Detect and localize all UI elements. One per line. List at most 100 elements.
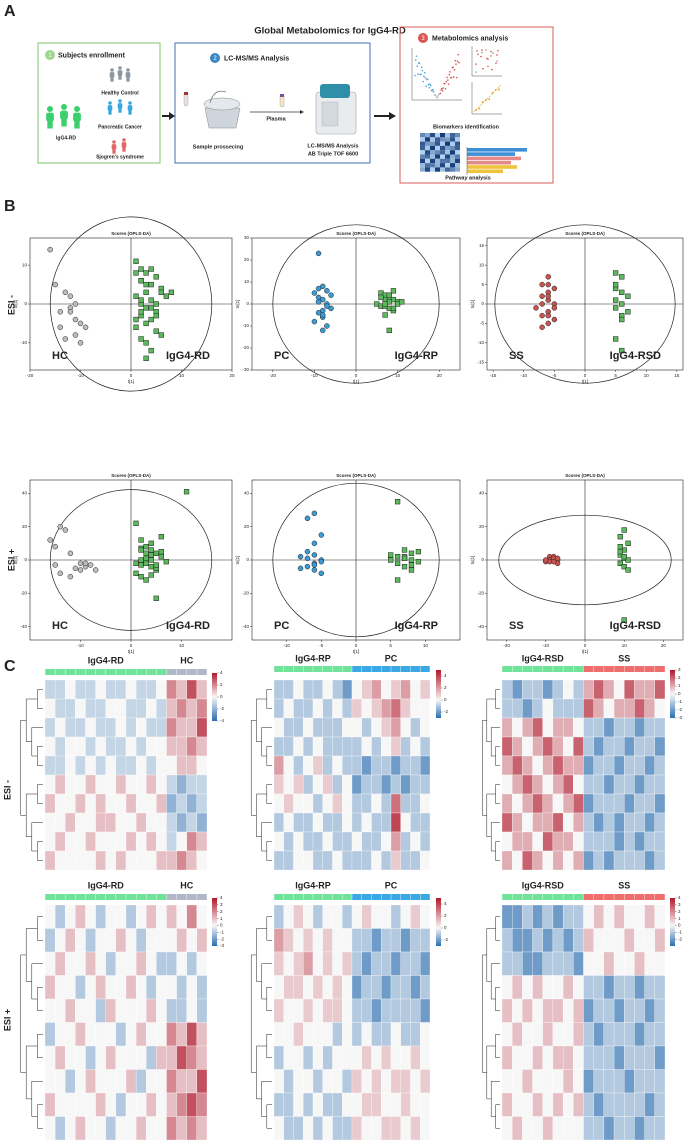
group-bar bbox=[332, 666, 343, 672]
heatmap-cell bbox=[332, 698, 343, 719]
heatmap-cell bbox=[85, 1069, 96, 1094]
group-bar bbox=[45, 894, 55, 900]
heatmap-cell bbox=[381, 1022, 392, 1047]
heatmap-cell bbox=[125, 717, 137, 738]
heatmap-cell bbox=[644, 904, 655, 929]
icon-cell bbox=[445, 158, 450, 164]
data-point bbox=[62, 527, 69, 533]
heatmap-cell bbox=[342, 951, 353, 976]
heatmap-cell bbox=[634, 717, 645, 738]
heatmap-cell bbox=[95, 812, 106, 833]
heatmap-cell bbox=[322, 928, 333, 953]
dendrogram bbox=[20, 954, 27, 1073]
heatmap-cell bbox=[400, 812, 411, 833]
heatmap-cell bbox=[54, 774, 66, 795]
heatmap-cell bbox=[593, 736, 605, 757]
heatmap-cell bbox=[105, 975, 117, 1000]
heatmap-cell bbox=[54, 928, 66, 953]
heatmap-cell bbox=[135, 1022, 147, 1047]
heatmap-cell bbox=[351, 1022, 362, 1047]
x-axis-label: t[1] bbox=[353, 649, 359, 654]
heatmap-cell bbox=[371, 1069, 382, 1094]
y-tick-label: 15 bbox=[479, 243, 485, 248]
heatmap-cell bbox=[371, 793, 382, 814]
heatmap-cell bbox=[75, 975, 86, 1000]
data-point bbox=[138, 278, 144, 284]
data-point bbox=[625, 567, 631, 573]
heatmap-cell bbox=[135, 755, 147, 776]
heatmap-cell bbox=[303, 998, 314, 1023]
y-tick-label: 0 bbox=[246, 557, 249, 562]
heatmap-cell bbox=[410, 1022, 421, 1047]
heatmap-cell bbox=[420, 679, 431, 700]
heatmap-cell bbox=[303, 904, 314, 929]
colorbar-tick-label: 0 bbox=[444, 925, 447, 930]
data-point bbox=[57, 309, 64, 315]
heatmap-cell bbox=[552, 736, 564, 757]
heatmap-cell bbox=[115, 1069, 127, 1094]
colorbar bbox=[212, 898, 217, 946]
heatmap-cell bbox=[583, 793, 594, 814]
y-axis-label: to[1] bbox=[235, 300, 240, 309]
data-point bbox=[148, 347, 154, 354]
heatmap-cell bbox=[85, 1092, 96, 1117]
heatmap-cell bbox=[532, 1069, 543, 1094]
heatmap-cell bbox=[361, 951, 372, 976]
heatmap-cell bbox=[410, 951, 421, 976]
data-point bbox=[612, 270, 619, 276]
step-label: LC-MS/MS Analysis bbox=[307, 143, 358, 149]
data-point bbox=[153, 328, 159, 334]
heatmap-cell bbox=[156, 812, 167, 833]
heatmap-cell bbox=[603, 1116, 615, 1141]
icon-dot bbox=[429, 84, 432, 87]
heatmap-cell bbox=[573, 904, 584, 929]
heatmap-cell bbox=[542, 1069, 554, 1094]
group-bar bbox=[126, 669, 136, 675]
heatmap-cell bbox=[542, 793, 554, 814]
heatmap-cell bbox=[613, 904, 625, 929]
heatmap-cell bbox=[593, 774, 605, 795]
heatmap-cell bbox=[156, 831, 167, 852]
x-tick-label: -20 bbox=[27, 373, 34, 378]
heatmap-cell bbox=[166, 812, 177, 833]
heatmap-cell bbox=[562, 1069, 574, 1094]
heatmap-cell bbox=[75, 850, 86, 871]
heatmap-cell bbox=[552, 951, 564, 976]
scatter-plot: Scores (OPLS-DA)-10 -5 0 5 10-40-2002040t[1]… bbox=[235, 473, 461, 654]
heatmap-cell bbox=[603, 1092, 615, 1117]
heatmap-cell bbox=[85, 928, 96, 953]
heatmap-cell bbox=[65, 1092, 76, 1117]
data-point bbox=[315, 299, 322, 305]
icon-dot bbox=[488, 98, 491, 101]
data-point bbox=[545, 274, 551, 280]
group-bar bbox=[371, 894, 382, 900]
heatmap-cell bbox=[644, 1022, 655, 1047]
heatmap-cell bbox=[146, 679, 157, 700]
heatmap-cell bbox=[552, 850, 564, 871]
heatmap-cell bbox=[420, 1022, 431, 1047]
heatmap-cell bbox=[603, 850, 615, 871]
group-bar bbox=[381, 894, 391, 900]
heatmap-cell bbox=[371, 850, 382, 871]
heatmap-cell bbox=[634, 831, 645, 852]
heatmap-cell bbox=[593, 975, 605, 1000]
group-label: IgG4-RSD bbox=[522, 653, 565, 663]
heatmap-cell bbox=[115, 1116, 127, 1141]
heatmap-cell bbox=[654, 975, 666, 1000]
icon-cell bbox=[430, 158, 435, 164]
heatmap-cell bbox=[501, 717, 513, 738]
x-tick-label: 0 bbox=[130, 373, 133, 378]
data-point bbox=[148, 564, 154, 570]
arrow bbox=[389, 112, 396, 120]
data-point bbox=[72, 565, 79, 572]
heatmap-cell bbox=[342, 698, 353, 719]
heatmap-cell bbox=[65, 928, 76, 953]
heatmap-cell bbox=[293, 1069, 304, 1094]
icon-dot bbox=[446, 76, 448, 79]
heatmap-cell bbox=[156, 679, 167, 700]
heatmap-cell bbox=[303, 1092, 314, 1117]
heatmap-cell bbox=[613, 698, 625, 719]
icon-bar bbox=[467, 160, 511, 165]
heatmap-cell bbox=[75, 904, 86, 929]
data-point bbox=[143, 289, 149, 296]
